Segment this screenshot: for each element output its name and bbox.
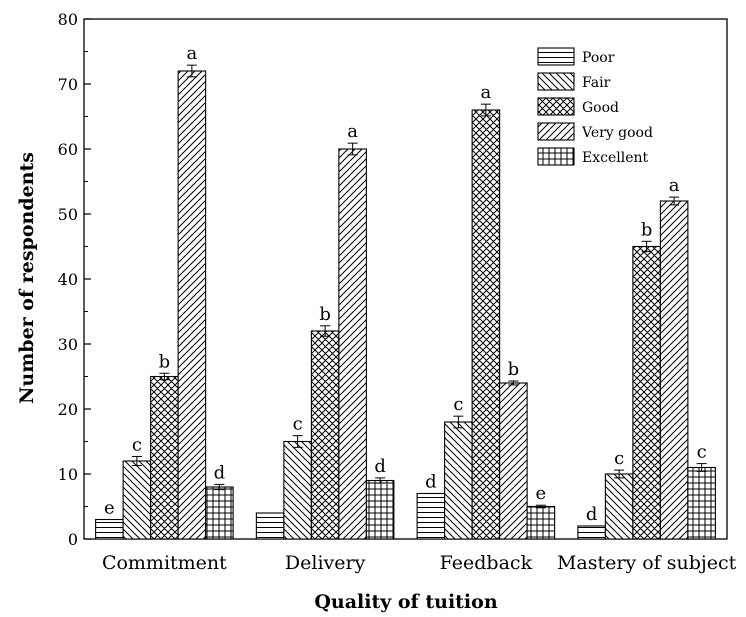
bar — [122, 460, 152, 540]
x-tick-label: Commitment — [102, 552, 227, 574]
y-tick-label: 80 — [58, 10, 78, 29]
x-tick-label: Mastery of subject — [557, 552, 737, 574]
significance-letter: e — [104, 498, 115, 519]
legend-label: Fair — [582, 75, 611, 91]
significance-letter: d — [374, 456, 386, 477]
significance-letter: c — [293, 414, 303, 435]
legend-swatch — [537, 72, 575, 91]
y-tick-label: 50 — [58, 205, 78, 224]
bar — [659, 200, 689, 540]
bar — [255, 512, 285, 540]
bar — [687, 466, 716, 540]
bar — [499, 382, 528, 540]
bar — [310, 330, 340, 540]
bar — [283, 440, 312, 540]
significance-letter: d — [214, 462, 226, 483]
x-axis-title: Quality of tuition — [314, 591, 497, 613]
significance-letter: b — [641, 219, 653, 240]
bar — [444, 421, 473, 540]
significance-letter: a — [187, 43, 198, 64]
significance-letter: d — [586, 504, 598, 525]
legend-swatch — [537, 97, 575, 116]
bar — [632, 245, 661, 540]
legend-swatch — [537, 47, 575, 66]
y-tick-label: 40 — [58, 270, 78, 289]
significance-letter: b — [159, 351, 171, 372]
y-tick-label: 10 — [58, 465, 78, 484]
legend: Poor Fair Good Very good Excellent — [537, 47, 653, 166]
significance-letter: e — [536, 483, 547, 504]
significance-letter: a — [669, 175, 680, 196]
significance-letter: a — [347, 121, 358, 142]
bar — [365, 479, 395, 540]
legend-label: Poor — [582, 50, 615, 66]
y-tick-label: 70 — [58, 75, 78, 94]
bar — [205, 486, 234, 540]
bar — [471, 109, 501, 540]
x-tick-label: Delivery — [285, 552, 366, 574]
significance-letter: a — [481, 82, 492, 103]
y-axis-title: Number of respondents — [16, 152, 38, 404]
significance-letter: b — [508, 359, 520, 380]
y-tick-label: 30 — [58, 335, 78, 354]
significance-letter: c — [697, 442, 707, 463]
y-tick-label: 0 — [68, 530, 78, 549]
legend-label: Good — [582, 100, 619, 116]
legend-label: Excellent — [582, 150, 648, 166]
y-tick-label: 20 — [58, 400, 78, 419]
y-tick-label: 60 — [58, 140, 78, 159]
significance-letter: c — [614, 448, 624, 469]
plot-area: 0 10 20 30 40 50 60 70 80 Commitment e c b a d Delivery… — [58, 10, 737, 574]
bar — [177, 70, 207, 540]
bar — [338, 148, 367, 540]
bar — [526, 505, 556, 540]
bar — [150, 375, 179, 540]
legend-label: Very good — [581, 125, 653, 141]
x-tick-label: Feedback — [440, 552, 533, 574]
bar — [577, 525, 606, 540]
significance-letter: c — [132, 434, 142, 455]
legend-swatch — [537, 122, 575, 141]
significance-letter: c — [453, 394, 463, 415]
bar — [604, 473, 634, 540]
legend-swatch — [537, 147, 575, 166]
bar — [95, 518, 124, 540]
significance-letter: b — [319, 304, 331, 325]
bar — [416, 492, 446, 540]
significance-letter: d — [425, 472, 437, 493]
